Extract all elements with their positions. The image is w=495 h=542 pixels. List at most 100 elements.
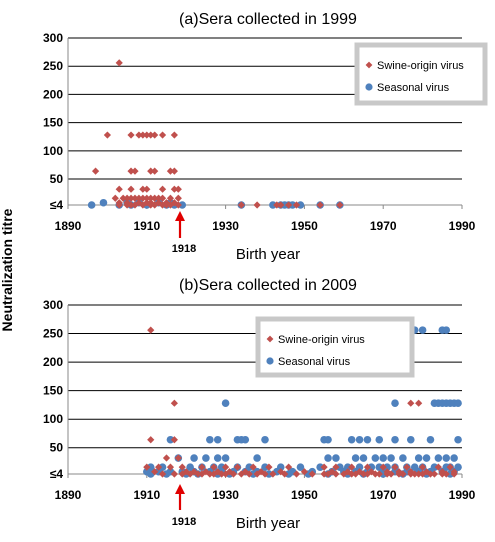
data-point-swine-origin (419, 470, 427, 478)
legend-box (255, 316, 415, 378)
data-point-swine-origin (249, 463, 257, 471)
data-point-swine-origin (332, 470, 340, 478)
x-tick-label: 1970 (370, 219, 397, 233)
data-point-swine-origin (210, 470, 218, 478)
data-point-swine-origin (324, 470, 332, 478)
data-point-swine-origin (190, 468, 198, 476)
data-point-swine-origin (450, 470, 458, 478)
data-point-swine-origin (320, 463, 328, 471)
y-tick-label: ≤4 (50, 467, 64, 481)
data-point-swine-origin (123, 194, 131, 202)
data-point-swine-origin (174, 194, 182, 202)
data-point-swine-origin (348, 470, 356, 478)
data-point-seasonal (213, 435, 222, 444)
data-point-swine-origin (415, 399, 423, 407)
data-point-swine-origin (103, 131, 111, 139)
data-point-swine-origin (135, 131, 143, 139)
data-point-swine-origin (285, 463, 293, 471)
data-point-swine-origin (151, 201, 159, 209)
data-point-seasonal (371, 454, 380, 462)
y-tick-label: 250 (43, 327, 63, 341)
data-point-swine-origin (359, 470, 368, 478)
arrow-1918-head (175, 211, 185, 221)
data-point-swine-origin (143, 185, 151, 193)
data-point-swine-origin (273, 201, 281, 209)
data-point-swine-origin (127, 194, 135, 202)
data-point-seasonal (332, 454, 340, 462)
data-point-swine-origin (170, 167, 178, 175)
data-point-swine-origin (285, 201, 293, 209)
y-tick-label: 200 (43, 355, 63, 369)
data-point-swine-origin (158, 131, 167, 139)
chart-title: (b)Sera collected in 2009 (179, 277, 357, 294)
data-point-seasonal (347, 435, 356, 444)
y-tick-label: ≤4 (50, 198, 64, 212)
data-point-seasonal (202, 454, 210, 462)
data-point-seasonal (99, 198, 108, 207)
data-point-seasonal (221, 454, 230, 462)
data-point-swine-origin (170, 185, 178, 193)
data-point-swine-origin (233, 463, 242, 471)
data-point-swine-origin (430, 470, 439, 478)
data-point-seasonal (454, 435, 462, 444)
data-point-swine-origin (407, 470, 415, 478)
data-point-swine-origin (265, 463, 273, 471)
data-point-seasonal (261, 463, 269, 471)
legend-label-swine-origin: Swine-origin virus (377, 60, 464, 72)
data-point-swine-origin (139, 185, 147, 193)
data-point-swine-origin (194, 470, 202, 478)
x-tick-label: 1970 (370, 488, 397, 502)
legend-swatch-swine-origin (266, 335, 274, 343)
chart-panel-a: (a)Sera collected in 1999 ≤4 50 100 150 200 25… (43, 11, 488, 263)
data-point-seasonal (178, 201, 187, 209)
data-point-swine-origin (115, 201, 123, 209)
data-point-seasonal (426, 435, 435, 444)
data-point-swine-origin (371, 470, 379, 478)
data-point-swine-origin (155, 463, 163, 471)
chart-panel-b: (b)Sera collected in 2009 ≤4 50 100 150 200 25… (43, 277, 476, 532)
data-point-swine-origin (198, 463, 206, 471)
data-point-swine-origin (147, 201, 155, 209)
data-point-seasonal (288, 201, 297, 209)
data-point-swine-origin (162, 454, 171, 462)
data-point-swine-origin (419, 463, 427, 471)
x-tick-label: 1910 (133, 219, 160, 233)
data-point-swine-origin (363, 470, 372, 478)
data-point-swine-origin (155, 194, 163, 202)
arrow-1918-head (175, 484, 185, 494)
data-point-swine-origin (336, 201, 344, 209)
y-tick-label: 150 (43, 384, 63, 398)
data-point-swine-origin (151, 131, 159, 139)
legend-label-swine-origin: Swine-origin virus (278, 334, 365, 346)
data-point-swine-origin (375, 470, 383, 478)
data-point-swine-origin (352, 470, 360, 478)
data-point-seasonal (379, 454, 388, 462)
data-point-swine-origin (158, 194, 167, 202)
y-tick-label: 200 (43, 87, 63, 101)
data-point-swine-origin (127, 185, 135, 193)
data-point-swine-origin (111, 194, 119, 202)
data-point-swine-origin (198, 470, 206, 478)
data-point-swine-origin (379, 463, 387, 471)
data-point-swine-origin (218, 470, 226, 478)
data-point-swine-origin (214, 468, 222, 476)
y-tick-label: 50 (50, 172, 64, 186)
data-point-seasonal (265, 470, 273, 478)
data-point-swine-origin (446, 463, 454, 471)
data-point-swine-origin (166, 167, 175, 175)
data-point-seasonal (450, 454, 458, 462)
data-point-swine-origin (292, 201, 301, 209)
y-tick-label: 150 (43, 116, 63, 130)
data-point-swine-origin (158, 201, 167, 209)
data-point-swine-origin (277, 201, 285, 209)
data-point-swine-origin (422, 468, 431, 476)
data-point-swine-origin (139, 194, 147, 202)
data-point-swine-origin (407, 399, 415, 407)
data-point-swine-origin (151, 194, 159, 202)
x-tick-label: 1990 (449, 488, 476, 502)
data-point-swine-origin (340, 470, 348, 478)
legend-label-seasonal: Seasonal virus (278, 356, 351, 368)
data-point-swine-origin (320, 470, 328, 478)
data-point-seasonal (442, 326, 451, 334)
data-point-seasonal (363, 435, 372, 444)
